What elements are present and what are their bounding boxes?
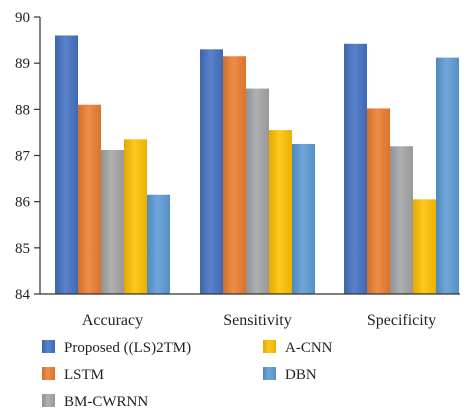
- x-category-label: Sensitivity: [223, 312, 291, 329]
- legend-swatch: [263, 367, 276, 380]
- x-axis-categories: Accuracy Sensitivity Specificity: [82, 312, 436, 329]
- bar-sensitivity-series-3: [269, 130, 292, 294]
- y-tick-label: 86: [15, 195, 31, 211]
- bar-accuracy-series-1: [78, 104, 101, 294]
- x-category-label: Accuracy: [82, 312, 143, 329]
- bars-group: [55, 35, 459, 295]
- bar-specificity-series-4: [436, 57, 459, 295]
- y-tick-label: 88: [15, 102, 30, 118]
- y-tick-label: 90: [15, 10, 30, 26]
- y-tick-label: 89: [15, 56, 30, 72]
- bar-accuracy-series-2: [101, 149, 124, 294]
- bar-sensitivity-series-1: [223, 56, 246, 294]
- legend-swatch: [42, 340, 55, 353]
- legend-label: A-CNN: [285, 340, 333, 356]
- bar-specificity-series-3: [413, 199, 436, 294]
- bar-sensitivity-series-4: [292, 143, 315, 294]
- bar-sensitivity-series-0: [200, 49, 223, 294]
- bar-accuracy-series-3: [124, 139, 147, 294]
- legend-label: DBN: [285, 367, 317, 383]
- legend: Proposed ((LS)2TM) LSTM BM-CWRNN A-CNN DBN: [42, 340, 333, 410]
- y-axis-ticks: 84 85 86 87 88 89 90: [15, 10, 40, 303]
- legend-label: LSTM: [64, 367, 104, 383]
- legend-label: BM-CWRNN: [64, 394, 148, 410]
- legend-label: Proposed ((LS)2TM): [64, 340, 191, 356]
- bar-specificity-series-2: [390, 146, 413, 294]
- y-tick-label: 85: [15, 241, 30, 257]
- y-tick-label: 84: [15, 287, 31, 303]
- legend-swatch: [42, 394, 55, 407]
- bar-specificity-series-0: [344, 43, 367, 294]
- bar-sensitivity-series-2: [246, 88, 269, 294]
- y-tick-label: 87: [15, 149, 31, 165]
- bar-accuracy-series-0: [55, 35, 78, 294]
- legend-swatch: [42, 367, 55, 380]
- x-category-label: Specificity: [367, 312, 436, 329]
- bar-accuracy-series-4: [147, 194, 170, 294]
- legend-swatch: [263, 340, 276, 353]
- bar-specificity-series-1: [367, 108, 390, 294]
